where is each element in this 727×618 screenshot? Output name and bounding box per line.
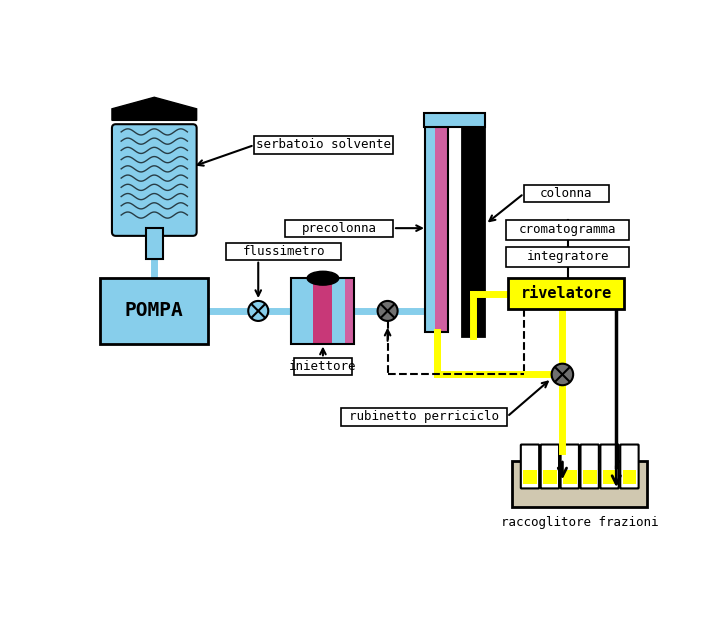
Bar: [583, 470, 597, 484]
Bar: [292, 278, 355, 344]
FancyBboxPatch shape: [620, 444, 638, 488]
Circle shape: [248, 301, 268, 321]
Bar: [425, 121, 449, 332]
FancyBboxPatch shape: [580, 444, 599, 488]
Text: precolonna: precolonna: [302, 222, 377, 235]
Polygon shape: [112, 97, 196, 121]
Bar: [285, 219, 393, 237]
Bar: [146, 228, 163, 259]
Bar: [294, 358, 352, 375]
Text: raccoglitore frazioni: raccoglitore frazioni: [501, 516, 659, 529]
Circle shape: [552, 363, 573, 385]
Text: rivelatore: rivelatore: [521, 286, 612, 301]
Bar: [332, 278, 345, 344]
Bar: [345, 278, 355, 344]
Bar: [524, 185, 608, 202]
Bar: [506, 247, 630, 266]
Text: rubinetto perriciclo: rubinetto perriciclo: [349, 410, 499, 423]
Bar: [100, 278, 208, 344]
Bar: [513, 460, 647, 507]
Bar: [226, 243, 342, 260]
Bar: [462, 121, 484, 336]
FancyBboxPatch shape: [521, 444, 539, 488]
Text: POMPA: POMPA: [125, 302, 184, 321]
FancyBboxPatch shape: [541, 444, 559, 488]
Text: cromatogramma: cromatogramma: [519, 223, 616, 236]
Text: colonna: colonna: [540, 187, 593, 200]
Text: iniettore: iniettore: [289, 360, 357, 373]
Bar: [508, 278, 624, 309]
Bar: [341, 407, 507, 426]
Bar: [292, 278, 313, 344]
Text: flussimetro: flussimetro: [242, 245, 325, 258]
FancyBboxPatch shape: [112, 124, 196, 236]
Bar: [254, 136, 393, 154]
FancyBboxPatch shape: [601, 444, 619, 488]
Bar: [425, 121, 449, 332]
Ellipse shape: [307, 271, 339, 285]
FancyBboxPatch shape: [561, 444, 579, 488]
Text: serbatoio solvente: serbatoio solvente: [256, 138, 391, 151]
Text: integratore: integratore: [526, 250, 609, 263]
Bar: [313, 278, 332, 344]
Bar: [319, 276, 326, 282]
Bar: [523, 470, 537, 484]
Circle shape: [377, 301, 398, 321]
Bar: [603, 470, 616, 484]
Bar: [622, 470, 636, 484]
Bar: [292, 278, 355, 344]
Bar: [424, 112, 486, 127]
Bar: [563, 470, 577, 484]
Bar: [425, 121, 435, 332]
Bar: [543, 470, 557, 484]
Bar: [506, 219, 630, 240]
